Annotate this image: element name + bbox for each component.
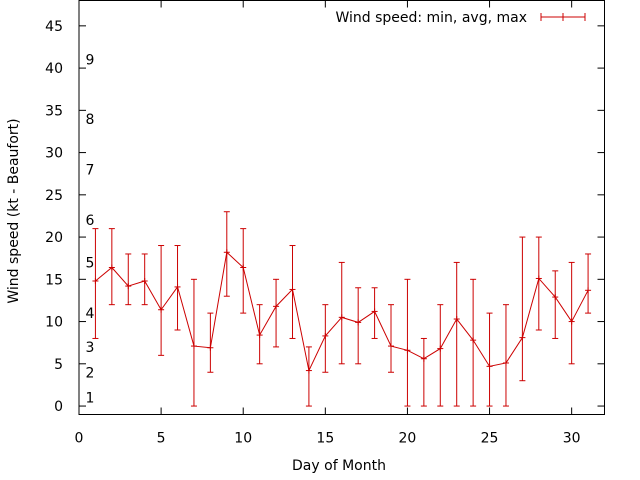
error-bar <box>207 312 214 373</box>
data-series <box>92 211 592 407</box>
error-bar <box>108 228 115 306</box>
error-bar <box>568 261 575 365</box>
beaufort-label: 7 <box>86 162 95 178</box>
error-bar <box>502 304 509 407</box>
y-tick-label: 5 <box>54 357 63 373</box>
y-tick-label: 35 <box>45 103 63 119</box>
error-bar <box>404 278 411 407</box>
x-tick-label: 25 <box>481 431 499 447</box>
error-bar <box>552 270 559 339</box>
y-tick-label: 45 <box>45 19 63 35</box>
error-bar <box>519 236 526 382</box>
plot-frame <box>78 0 605 415</box>
error-bar <box>486 312 493 407</box>
y-tick-label: 15 <box>45 272 63 288</box>
error-bar <box>371 287 378 339</box>
error-bar <box>355 287 362 365</box>
error-bar <box>92 228 99 339</box>
error-bar <box>470 278 477 407</box>
y-tick-label: 40 <box>45 61 63 77</box>
error-bar <box>585 253 592 314</box>
error-bar <box>240 228 247 314</box>
x-tick-label: 5 <box>157 431 166 447</box>
y-tick-label: 10 <box>45 315 63 331</box>
error-bar <box>125 253 132 306</box>
x-tick-label: 15 <box>316 431 334 447</box>
beaufort-label: 8 <box>86 112 95 128</box>
error-bar <box>305 346 312 407</box>
y-tick-label: 25 <box>45 188 63 204</box>
error-bar <box>420 337 427 407</box>
beaufort-label: 1 <box>86 391 95 407</box>
x-tick-label: 30 <box>563 431 581 447</box>
beaufort-label: 4 <box>86 306 95 322</box>
legend-label: Wind speed: min, avg, max <box>335 10 527 26</box>
error-bar <box>338 261 345 365</box>
x-axis-title: Day of Month <box>292 458 386 474</box>
error-bar <box>535 236 542 331</box>
x-tick-label: 10 <box>234 431 252 447</box>
y-tick-label: 30 <box>45 146 63 162</box>
beaufort-label: 2 <box>86 365 95 381</box>
beaufort-label: 6 <box>86 213 95 229</box>
error-bar <box>223 211 230 297</box>
x-tick-label: 0 <box>75 431 84 447</box>
beaufort-label: 5 <box>86 255 95 271</box>
y-axis-title: Wind speed (kt - Beaufort) <box>6 118 22 303</box>
x-tick-label: 20 <box>399 431 417 447</box>
y-tick-label: 20 <box>45 230 63 246</box>
error-bar <box>453 261 460 407</box>
error-bar <box>289 245 296 339</box>
error-bar <box>437 304 444 407</box>
error-bar <box>158 245 165 356</box>
error-bar <box>174 245 181 331</box>
legend: Wind speed: min, avg, max <box>335 10 586 26</box>
beaufort-scale: 1 2 3 4 5 6 7 8 9 <box>86 53 95 407</box>
beaufort-label: 9 <box>86 53 95 69</box>
error-bar <box>141 253 148 306</box>
error-bar <box>273 278 280 348</box>
error-bar <box>256 304 263 365</box>
error-bar <box>322 304 329 373</box>
beaufort-label: 3 <box>86 340 95 356</box>
error-bar <box>190 278 197 407</box>
y-tick-label: 0 <box>54 399 63 415</box>
error-bar <box>388 304 395 373</box>
